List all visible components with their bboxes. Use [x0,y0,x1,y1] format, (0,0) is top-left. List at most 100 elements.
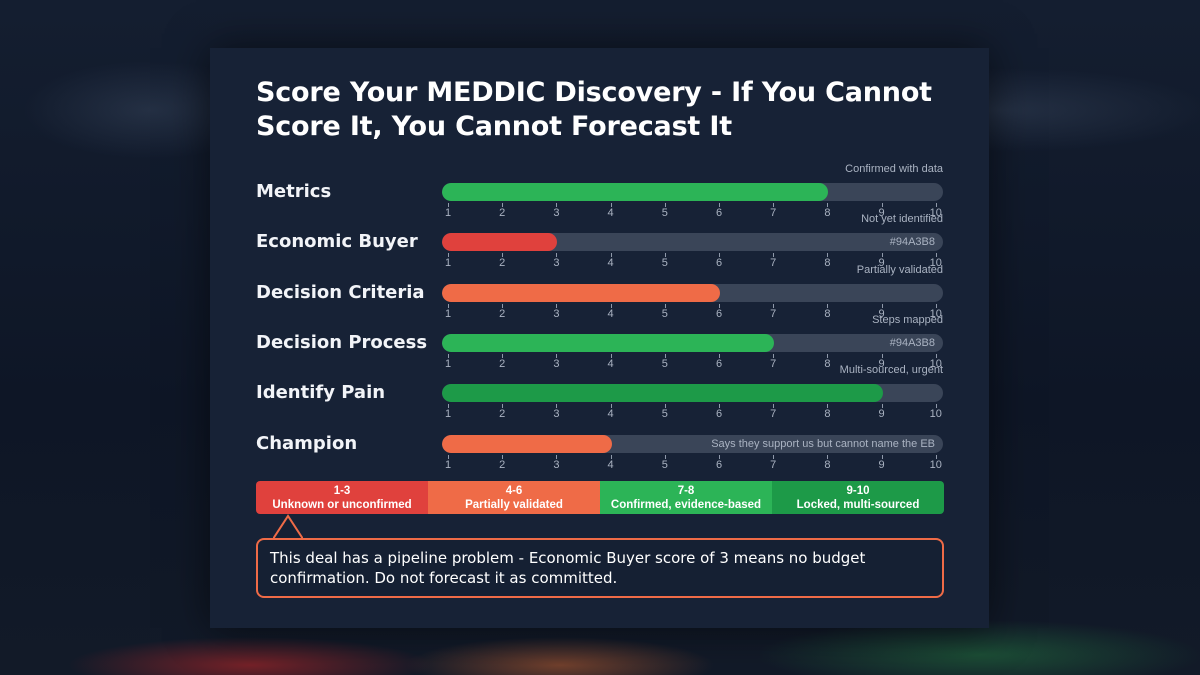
tick-label: 1 [444,257,452,270]
score-bar [442,384,883,403]
tick-mark [448,353,449,358]
tick-label: 4 [607,307,614,320]
tick-label: 8 [824,257,831,270]
tick-mark [502,454,504,459]
legend-label: Confirmed, evidence-based [610,498,762,511]
score-row: Metrics Confirmed with data 1 2 3 4 5 6 7 8 9 10 [210,163,989,223]
tick-label: 5 [661,307,668,320]
tick-label: 9 [878,458,885,471]
tick-mark [881,353,883,358]
tick-label: 8 [824,207,831,219]
tick-mark [448,253,449,258]
score-row: Champion Says they support us but cannot … [210,425,989,475]
score-track: #94A3B8 [442,333,943,352]
tick-mark [502,203,504,207]
tick-label: 4 [607,257,614,270]
score-track [442,283,943,302]
tick-label: 10 [929,408,942,421]
tick-mark [610,353,612,358]
tick-label: 6 [715,458,723,471]
tick-axis: 1 2 3 4 5 6 7 8 9 10 [210,203,989,219]
tick-label: 2 [499,307,506,320]
tick-label: 2 [499,257,506,270]
tick-label: 7 [770,357,777,370]
tick-mark [827,404,829,409]
legend-range: 1-3 [333,484,351,497]
callout-pointer [273,514,303,540]
tick-mark [448,303,449,308]
tick-label: 9 [878,207,885,219]
tick-label: 10 [929,257,942,270]
tick-mark [719,203,720,207]
criterion-label: Decision Process [256,331,428,353]
tick-mark [773,253,775,258]
tick-label: 9 [878,357,885,370]
tick-label: 2 [499,357,506,370]
tick-mark [610,303,612,308]
tick-label: 7 [770,207,777,219]
meddic-scorecard: Score Your MEDDIC Discovery - If You Can… [210,48,989,628]
tick-label: 6 [715,408,723,421]
tick-label: 3 [553,307,560,320]
tick-axis: 1 2 3 4 5 6 7 8 9 10 [210,303,989,320]
chart-title: Score Your MEDDIC Discovery - If You Can… [256,77,932,142]
score-legend: 1-3 Unknown or unconfirmed 4-6 Partially va… [256,481,944,514]
legend-range: 7-8 [677,484,695,497]
tick-mark [773,404,775,409]
tick-label: 1 [444,207,452,219]
tick-mark [935,303,937,308]
score-row: Decision Criteria Partially validated 1 2 3 4… [210,264,989,324]
legend-entry: 9-10 Locked, multi-sourced [772,481,944,514]
tick-mark [556,353,558,358]
tick-mark [827,303,829,308]
tick-label: 4 [607,207,614,219]
in-bar-text: #94A3B8 [889,336,935,349]
tick-label: 2 [499,458,506,471]
tick-axis: 1 2 3 4 5 6 7 8 9 10 [210,253,989,269]
tick-mark [719,404,720,409]
tick-mark [827,203,829,207]
tick-mark [881,203,883,207]
tick-mark [556,203,558,207]
criterion-note: Confirmed with data [845,163,943,175]
tick-mark [448,454,449,459]
criterion-label: Identify Pain [256,382,386,404]
tick-mark [935,253,937,258]
tick-mark [881,253,883,258]
tick-label: 8 [824,408,831,421]
legend-range: 9-10 [846,484,870,497]
legend-entry: 4-6 Partially validated [428,481,600,514]
legend-range: 4-6 [505,484,523,497]
legend-entry: 7-8 Confirmed, evidence-based [600,481,772,514]
score-bar [442,434,612,453]
tick-mark [773,353,775,358]
tick-label: 1 [444,458,452,471]
score-bar [442,183,829,201]
tick-label: 10 [929,357,942,370]
tick-mark [610,404,612,409]
tick-mark [664,353,666,358]
tick-mark [935,203,937,207]
tick-label: 9 [878,408,885,421]
legend-label: Partially validated [465,498,563,511]
tick-mark [719,454,720,459]
tick-mark [448,404,449,409]
tick-mark [935,404,937,409]
tick-label: 5 [661,458,668,471]
tick-label: 3 [553,257,560,270]
tick-axis: 1 2 3 4 5 6 7 8 9 10 [210,353,989,370]
tick-mark [719,353,720,358]
tick-label: 8 [824,307,831,320]
score-track [442,183,943,201]
tick-mark [935,454,937,459]
tick-mark [881,454,883,459]
criterion-note: Partially validated [856,263,943,276]
tick-label: 7 [770,257,777,270]
tick-mark [556,303,558,308]
tick-mark [664,404,666,409]
score-track: #94A3B8 [442,233,943,252]
tick-label: 5 [661,257,668,270]
criterion-note: Not yet identified [861,213,943,226]
legend-label: Locked, multi-sourced [796,498,920,511]
tick-label: 5 [661,357,668,370]
